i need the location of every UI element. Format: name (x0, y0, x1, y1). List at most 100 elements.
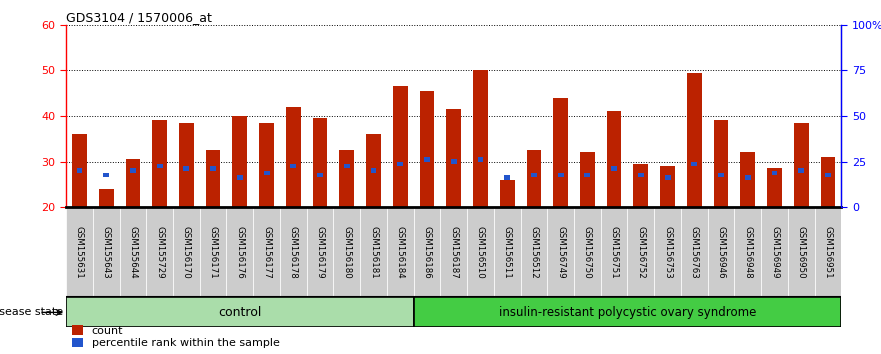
Bar (718, 173, 724, 177)
Bar (183, 166, 189, 171)
Bar (574, 207, 601, 297)
Bar (366, 134, 381, 207)
Bar (419, 91, 434, 207)
Bar (607, 112, 621, 207)
Bar (478, 157, 484, 161)
Bar (473, 70, 488, 207)
Bar (333, 207, 360, 297)
Bar (527, 150, 541, 207)
Bar (339, 150, 354, 207)
Text: GSM156187: GSM156187 (449, 226, 458, 279)
Bar (681, 207, 707, 297)
Text: GSM156511: GSM156511 (503, 226, 512, 279)
Bar (440, 207, 467, 297)
Text: GSM156178: GSM156178 (289, 226, 298, 279)
Bar (413, 207, 440, 297)
Bar (820, 157, 835, 207)
Bar (152, 120, 167, 207)
Bar (825, 173, 831, 177)
Bar (633, 164, 648, 207)
Text: GSM156171: GSM156171 (209, 226, 218, 279)
Bar (601, 207, 627, 297)
Text: GSM156177: GSM156177 (262, 226, 271, 279)
Text: GSM155729: GSM155729 (155, 226, 164, 279)
Text: GSM156510: GSM156510 (476, 226, 485, 279)
Bar (103, 173, 109, 177)
Bar (815, 207, 841, 297)
Bar (627, 207, 655, 297)
Bar (413, 297, 841, 327)
Bar (237, 175, 243, 180)
Text: GSM156184: GSM156184 (396, 226, 404, 279)
Bar (531, 173, 537, 177)
Bar (580, 152, 595, 207)
Bar (788, 207, 815, 297)
Text: control: control (218, 306, 262, 319)
Bar (393, 86, 408, 207)
Bar (504, 175, 510, 180)
Bar (740, 152, 755, 207)
Bar (467, 207, 494, 297)
Bar (317, 173, 323, 177)
Bar (77, 169, 83, 173)
Bar (211, 166, 216, 171)
Bar (772, 171, 777, 175)
Text: GSM156946: GSM156946 (716, 226, 726, 279)
Bar (687, 73, 701, 207)
Bar (767, 169, 781, 207)
Text: GSM156949: GSM156949 (770, 226, 779, 279)
Text: GSM156181: GSM156181 (369, 226, 378, 279)
Bar (584, 173, 590, 177)
Bar (371, 169, 376, 173)
Bar (451, 159, 456, 164)
Bar (397, 161, 403, 166)
Bar (447, 109, 461, 207)
Text: GSM156948: GSM156948 (744, 226, 752, 279)
Text: insulin-resistant polycystic ovary syndrome: insulin-resistant polycystic ovary syndr… (499, 306, 756, 319)
Bar (126, 159, 140, 207)
Bar (226, 207, 253, 297)
Bar (157, 164, 163, 169)
Text: GSM156753: GSM156753 (663, 226, 672, 279)
Bar (714, 120, 729, 207)
Bar (173, 207, 200, 297)
Bar (707, 207, 735, 297)
Bar (259, 123, 274, 207)
Bar (200, 207, 226, 297)
Bar (233, 116, 248, 207)
Bar (280, 207, 307, 297)
Bar (206, 150, 220, 207)
Bar (313, 118, 328, 207)
Bar (263, 171, 270, 175)
Text: GSM156950: GSM156950 (796, 226, 806, 279)
Text: GDS3104 / 1570006_at: GDS3104 / 1570006_at (66, 11, 212, 24)
Bar (291, 164, 296, 169)
Bar (794, 123, 809, 207)
Text: GSM156752: GSM156752 (636, 226, 646, 279)
Bar (93, 207, 120, 297)
Bar (611, 166, 617, 171)
Bar (553, 98, 568, 207)
Bar (638, 173, 644, 177)
Bar (253, 207, 280, 297)
Text: GSM156179: GSM156179 (315, 226, 324, 279)
Bar (360, 207, 387, 297)
Bar (130, 169, 136, 173)
Bar (798, 169, 804, 173)
Text: GSM156751: GSM156751 (610, 226, 618, 279)
Bar (744, 175, 751, 180)
Bar (66, 297, 413, 327)
Bar (66, 207, 93, 297)
Text: GSM156951: GSM156951 (824, 226, 833, 279)
Bar (521, 207, 547, 297)
Bar (761, 207, 788, 297)
Text: GSM156186: GSM156186 (423, 226, 432, 279)
Bar (547, 207, 574, 297)
Bar (286, 107, 300, 207)
Text: disease state: disease state (0, 307, 63, 318)
Text: GSM156763: GSM156763 (690, 226, 699, 279)
Bar (494, 207, 521, 297)
Text: GSM156512: GSM156512 (529, 226, 538, 279)
Bar (344, 164, 350, 169)
Bar (387, 207, 413, 297)
